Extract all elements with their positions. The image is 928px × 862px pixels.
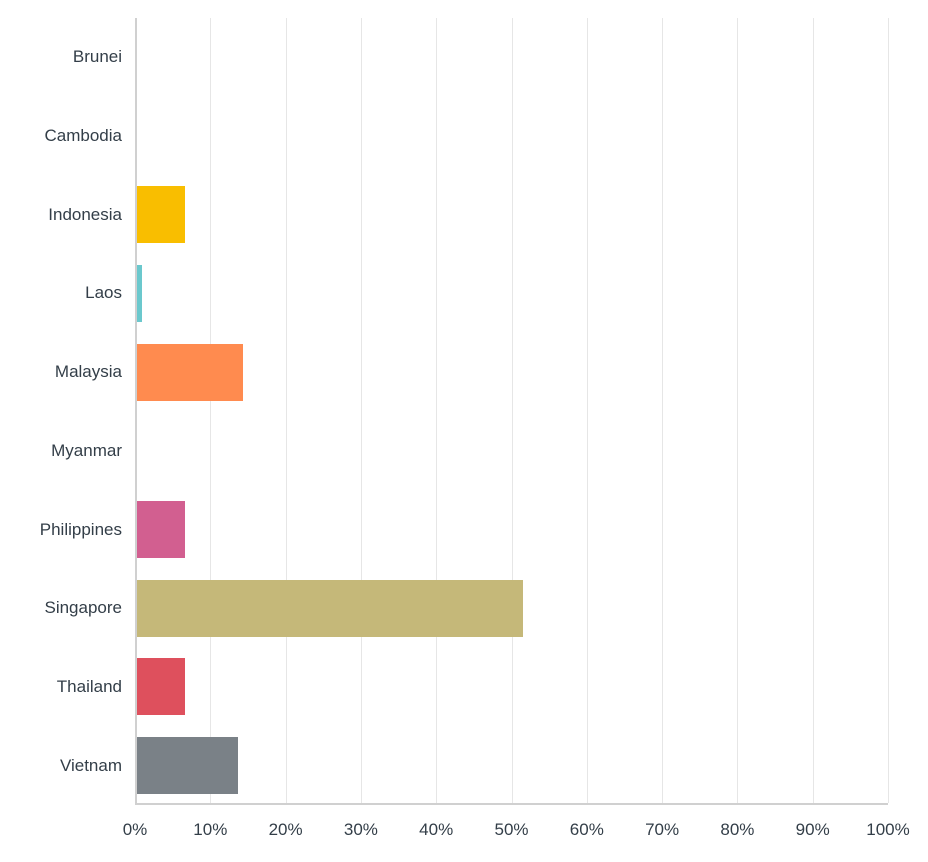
bar-malaysia[interactable]	[137, 343, 244, 401]
bar-laos[interactable]	[137, 264, 142, 322]
gridline	[511, 18, 513, 803]
category-label: Thailand	[56, 676, 122, 696]
category-label: Philippines	[39, 519, 122, 539]
category-label: Cambodia	[44, 126, 123, 146]
gridline	[285, 18, 287, 803]
x-tick-label: 0%	[122, 820, 148, 839]
category-label: Brunei	[72, 47, 122, 67]
x-tick-label: 10%	[193, 820, 228, 839]
gridline	[737, 18, 739, 803]
gridline	[360, 18, 362, 803]
x-tick-label: 30%	[343, 820, 378, 839]
x-tick-label: 90%	[795, 820, 830, 839]
category-label: Indonesia	[48, 204, 122, 224]
bar-indonesia[interactable]	[137, 186, 186, 244]
x-tick-label: 50%	[494, 820, 529, 839]
bar-philippines[interactable]	[137, 501, 186, 559]
category-label: Vietnam	[59, 755, 122, 775]
category-label: Singapore	[44, 598, 122, 618]
gridline	[436, 18, 438, 803]
x-tick-label: 20%	[268, 820, 303, 839]
bar-thailand[interactable]	[137, 658, 186, 716]
bar-vietnam[interactable]	[137, 737, 239, 795]
category-label: Myanmar	[51, 440, 122, 460]
x-tick-label: 40%	[419, 820, 454, 839]
category-label: Malaysia	[54, 362, 122, 382]
x-tick-label: 60%	[569, 820, 604, 839]
x-tick-label: 80%	[720, 820, 755, 839]
x-tick-label: 70%	[645, 820, 680, 839]
category-label: Laos	[85, 283, 122, 303]
gridline	[210, 18, 212, 803]
gridline	[586, 18, 588, 803]
gridline	[888, 18, 889, 803]
x-tick-label: 100%	[866, 820, 910, 839]
plot-area	[135, 18, 889, 805]
bar-singapore[interactable]	[137, 579, 524, 637]
gridline	[812, 18, 814, 803]
gridline	[662, 18, 664, 803]
